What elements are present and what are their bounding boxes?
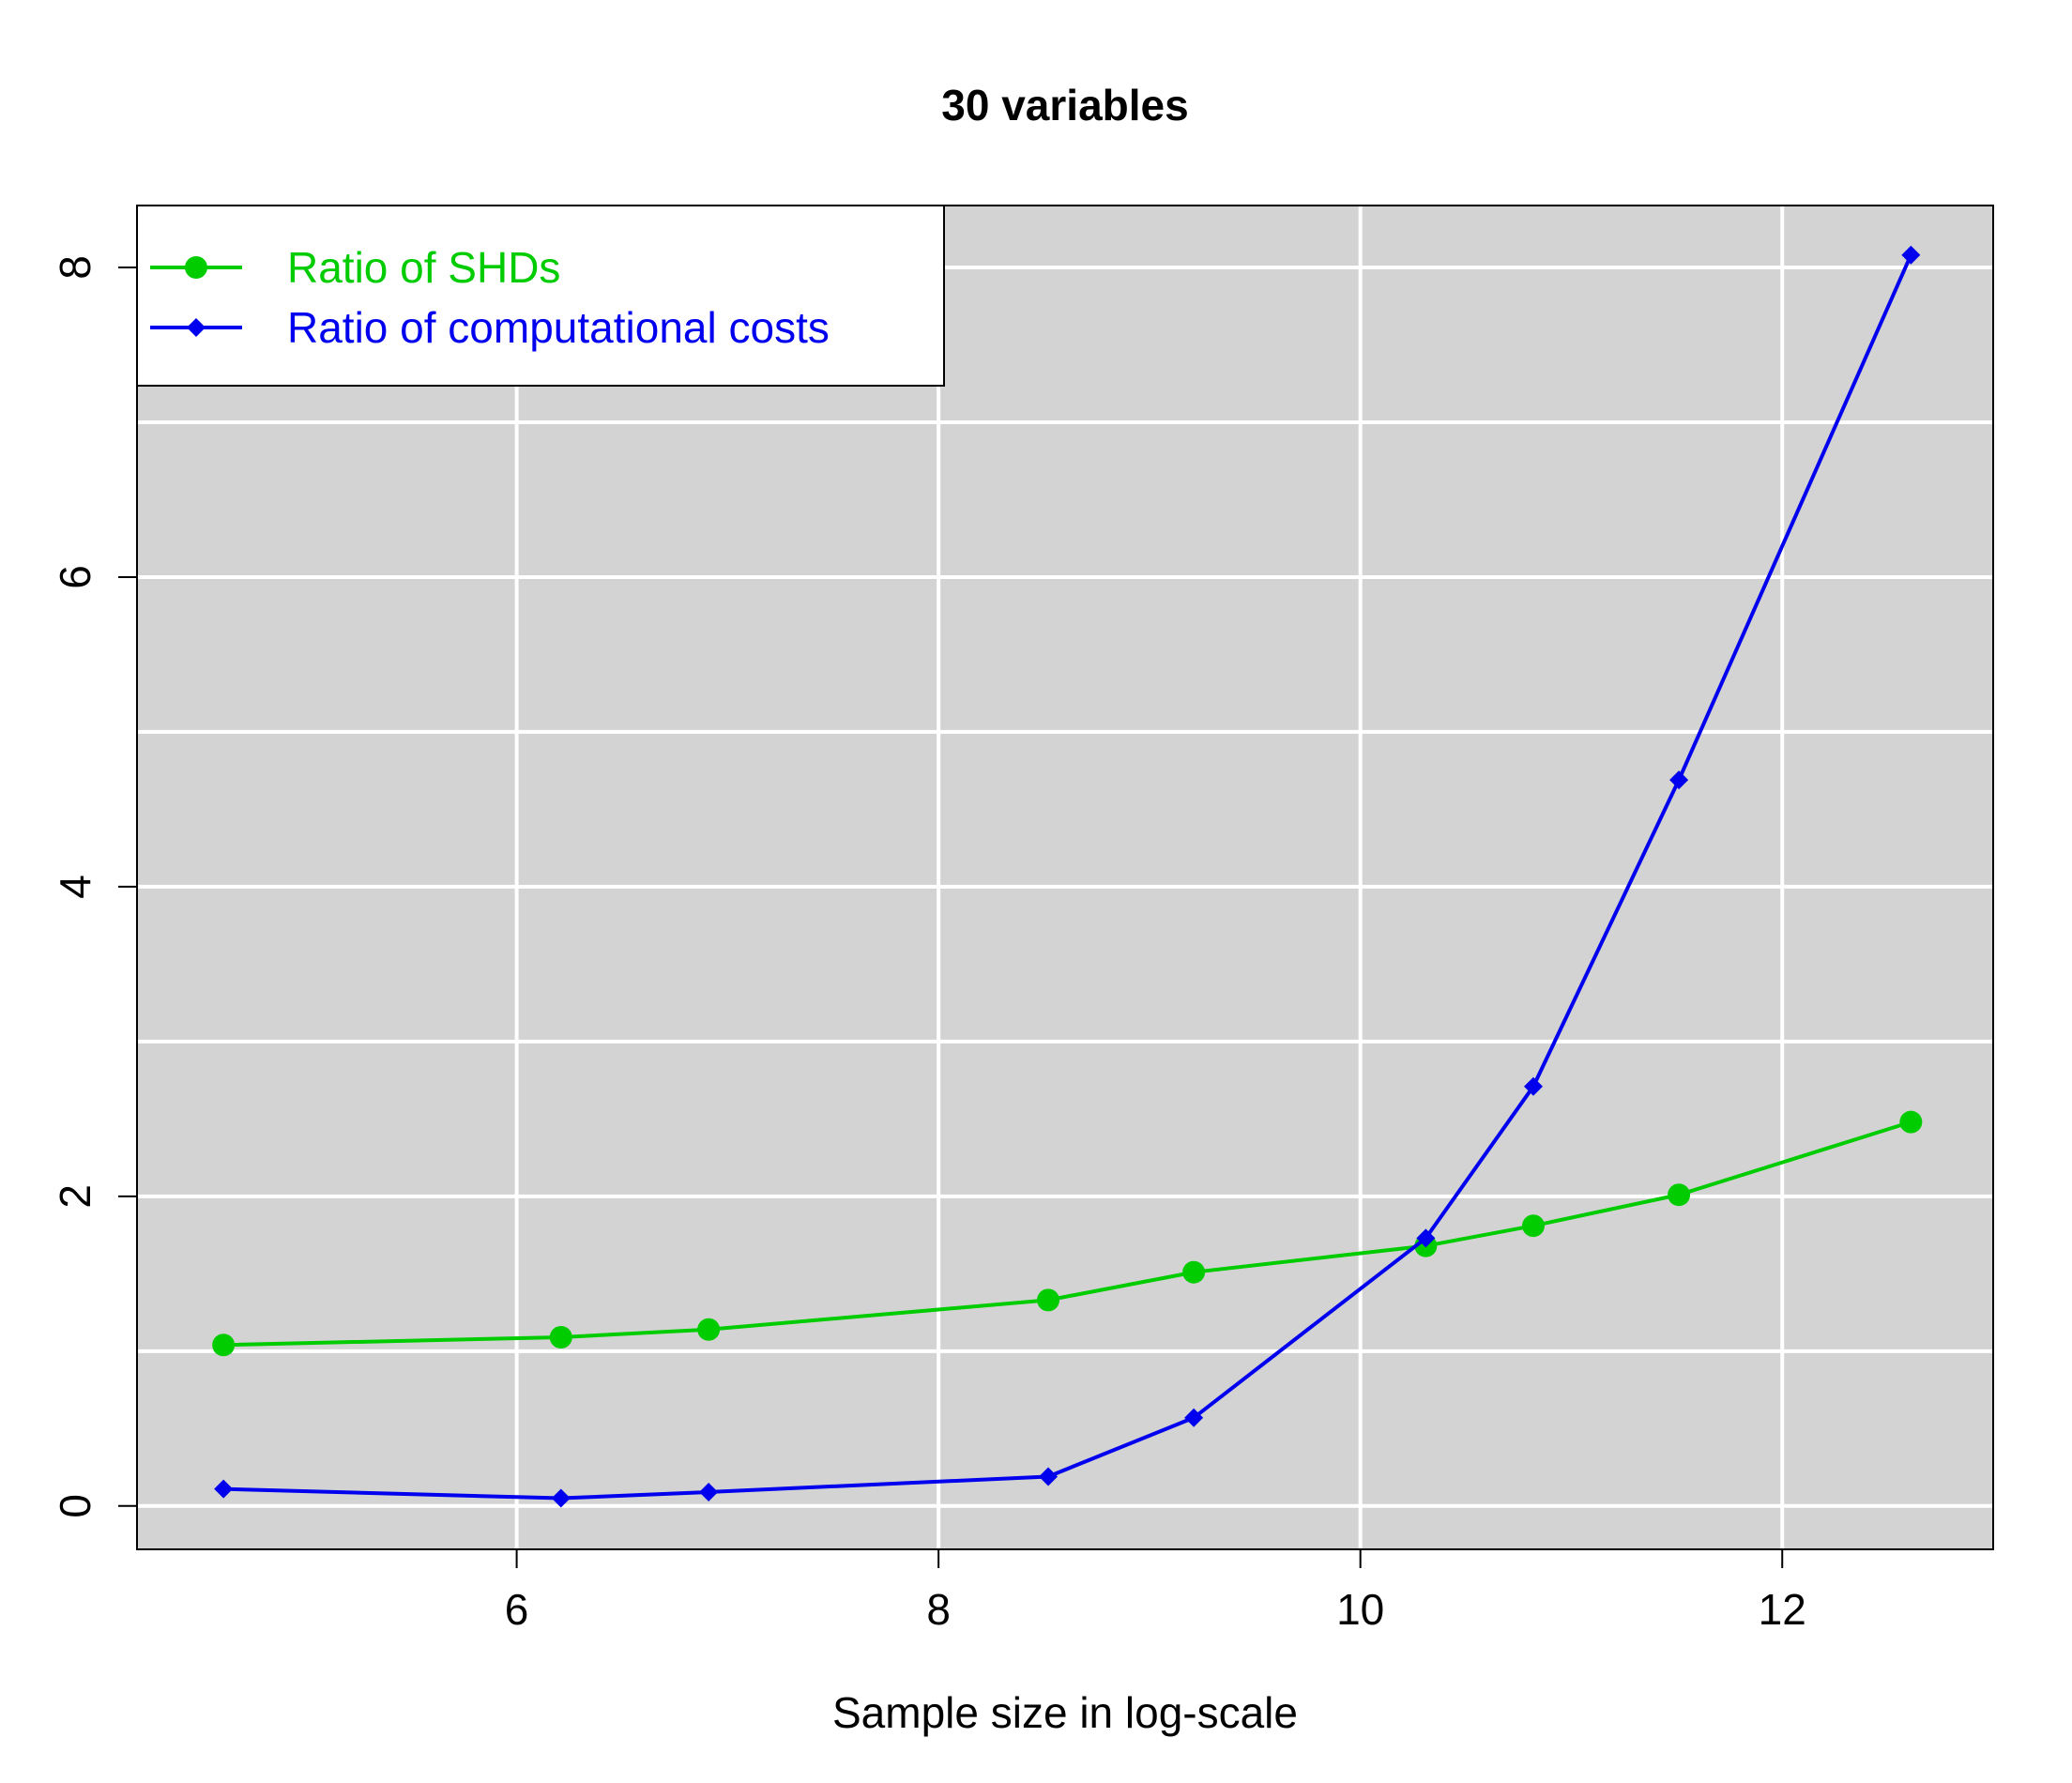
data-point [1037,1288,1060,1312]
data-point [1416,1228,1436,1248]
data-point [1521,1214,1545,1238]
x-axis-label: Sample size in log-scale [832,1688,1298,1737]
data-point [1669,770,1689,790]
y-tick-label: 6 [51,565,99,589]
grid [137,206,1993,1549]
data-point [1184,1408,1204,1427]
plot-background [137,206,1993,1549]
series-layer [212,245,1923,1508]
data-point [699,1482,719,1501]
plot-frame [136,205,1994,1550]
legend-marker [185,256,207,279]
y-tick-label: 4 [51,875,99,899]
chart-title: 30 variables [941,81,1188,130]
data-point [1523,1076,1543,1096]
data-point [1182,1260,1206,1284]
data-point [212,1333,236,1357]
legend-item: Ratio of computational costs [150,303,830,352]
data-point [1901,245,1921,265]
x-tick-label: 6 [505,1585,529,1634]
legend-label: Ratio of SHDs [287,243,560,292]
y-tick-label: 2 [51,1184,99,1209]
legend-item: Ratio of SHDs [150,243,560,292]
y-tick-label: 0 [51,1494,99,1518]
legend-label: Ratio of computational costs [287,303,830,352]
data-point [549,1325,572,1349]
x-tick-label: 8 [926,1585,951,1634]
y-tick-label: 8 [51,255,99,280]
data-point [1039,1467,1059,1486]
legend: Ratio of SHDs Ratio of computational cost… [136,205,945,387]
x-tick-label: 10 [1336,1585,1384,1634]
data-point [551,1488,571,1508]
series-2 [214,245,1921,1508]
data-point [214,1479,234,1499]
data-point [1668,1183,1691,1207]
data-point [697,1318,721,1341]
y-axis: 0 2 4 6 8 [51,255,137,1518]
legend-box [136,205,945,387]
legend-marker [187,318,206,337]
data-point [1899,1110,1923,1134]
x-tick-label: 12 [1759,1585,1806,1634]
x-axis: 6 8 10 12 [505,1549,1806,1634]
